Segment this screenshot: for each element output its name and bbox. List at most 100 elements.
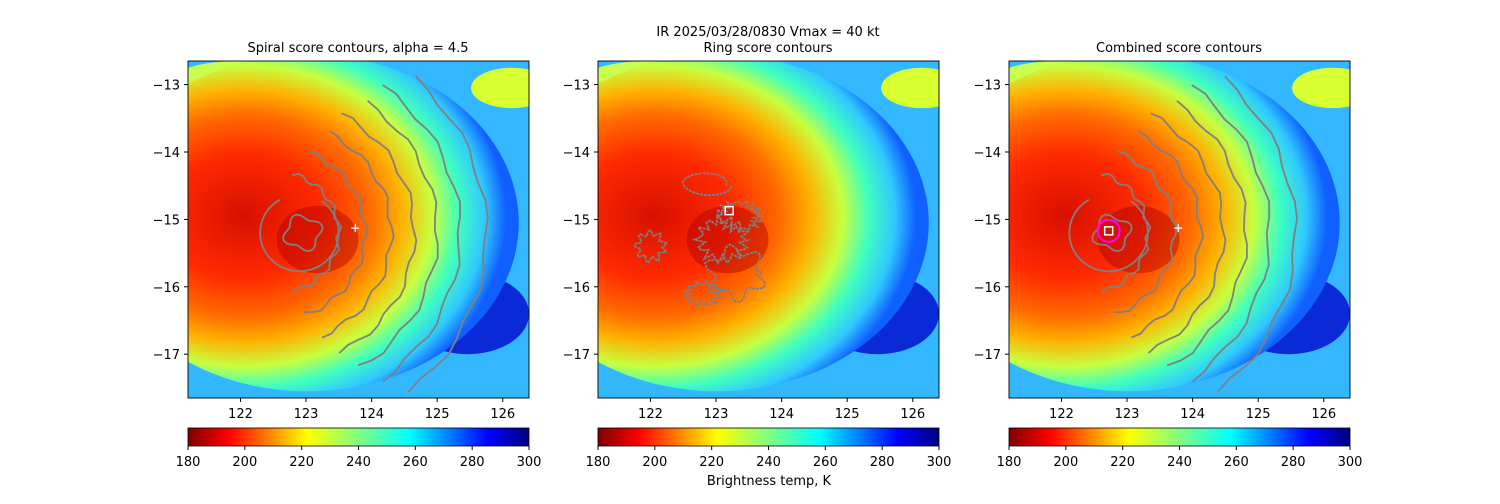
colorbar-tick-label: 200	[642, 455, 667, 470]
y-tick-label: −14	[563, 146, 590, 161]
center-square-marker	[1103, 226, 1114, 236]
contour-line	[691, 212, 753, 266]
contour-line	[321, 130, 395, 339]
colorbar-label: Brightness temp, K	[707, 474, 832, 489]
contour-line	[1068, 198, 1149, 273]
y-tick-label: −15	[974, 213, 1001, 228]
colorbar-tick-label: 260	[403, 455, 428, 470]
y-tick-label: −13	[153, 79, 180, 94]
warm-patch	[1292, 67, 1350, 109]
panel-2: 122 123 124 125 126 −13 −14 −15 −16 −17 180 200 220 2…	[563, 60, 952, 470]
colorbar-tick-label: 280	[870, 455, 895, 470]
panel-1-title: Spiral score contours, alpha = 4.5	[247, 41, 468, 56]
panel-1-plot-area	[188, 61, 529, 398]
y-tick-label: −14	[974, 146, 1001, 161]
contour-line	[1091, 213, 1133, 253]
x-tick-label: 122	[638, 407, 663, 422]
x-tick-label: 126	[900, 407, 925, 422]
colorbar-tick-label: 180	[586, 455, 611, 470]
y-tick-label: −15	[153, 213, 180, 228]
x-tick-label: 125	[425, 407, 450, 422]
x-tick-label: 126	[490, 407, 515, 422]
storm-core	[276, 205, 359, 274]
x-tick-label: 124	[1180, 407, 1205, 422]
storm-cloud-shield	[188, 61, 519, 392]
y-tick-label: −16	[563, 281, 590, 296]
colorbar-tick-label: 300	[927, 455, 952, 470]
contour-line	[282, 213, 324, 253]
y-tick-label: −16	[974, 281, 1001, 296]
contour-line	[304, 150, 368, 314]
x-tick-label: 122	[1049, 407, 1074, 422]
storm-core	[686, 205, 769, 274]
warm-patch	[881, 67, 939, 109]
x-tick-label: 124	[769, 407, 794, 422]
contour-line	[382, 84, 461, 383]
colorbar-tick-label: 200	[232, 455, 257, 470]
panel-3-title: Combined score contours	[1096, 41, 1262, 56]
contour-line	[357, 100, 439, 367]
contour-line	[1191, 84, 1271, 383]
panel-2-plot-area	[598, 61, 939, 398]
contour-line	[1130, 130, 1204, 339]
y-tick-label: −13	[974, 79, 1001, 94]
contour-line	[715, 199, 763, 235]
colorbar-tick-label: 240	[1167, 455, 1192, 470]
panel-2-frame	[597, 60, 940, 399]
x-tick-label: 125	[1246, 407, 1271, 422]
contour-line	[1113, 150, 1178, 314]
panel-3-plot-area	[1009, 61, 1350, 398]
y-tick-label: −13	[563, 79, 590, 94]
contour-line	[1147, 112, 1227, 354]
y-tick-label: −14	[153, 146, 180, 161]
y-tick-label: −17	[974, 348, 1001, 363]
x-tick-label: 123	[294, 407, 319, 422]
x-tick-label: 126	[1311, 407, 1336, 422]
x-tick-label: 122	[228, 407, 253, 422]
panel-1-frame	[187, 60, 530, 399]
contour-line	[338, 112, 418, 354]
y-tick-label: −15	[563, 213, 590, 228]
contour-line	[633, 228, 669, 265]
contour-line	[259, 198, 340, 273]
suptitle-line-2: Ring score contours	[703, 41, 832, 56]
suptitle-line-1: IR 2025/03/28/0830 Vmax = 40 kt	[656, 25, 879, 40]
y-tick-label: −16	[153, 281, 180, 296]
center-circle-marker	[1096, 218, 1121, 243]
storm-core	[1097, 205, 1180, 274]
colorbar-tick-label: 200	[1053, 455, 1078, 470]
colorbar-tick-label: 180	[997, 455, 1022, 470]
contour-line	[681, 279, 726, 307]
center-plus-marker	[351, 224, 360, 233]
colorbar-tick-label: 180	[176, 455, 201, 470]
colorbar-tick-label: 220	[1110, 455, 1135, 470]
colorbar-1	[187, 427, 530, 447]
center-plus-marker	[1174, 224, 1183, 233]
x-tick-label: 124	[359, 407, 384, 422]
x-tick-label: 125	[835, 407, 860, 422]
colorbar-tick-label: 280	[1281, 455, 1306, 470]
contour-line	[1216, 75, 1299, 393]
x-tick-label: 123	[1115, 407, 1140, 422]
colorbar-tick-label: 260	[813, 455, 838, 470]
colorbar-tick-label: 300	[1338, 455, 1363, 470]
panel-1: 122 123 124 125 126 −13 −14 −15 −16 −17 180 200 220 2…	[153, 60, 541, 470]
colorbar-tick-label: 240	[756, 455, 781, 470]
contour-line	[407, 75, 489, 393]
center-square-marker	[724, 205, 734, 216]
y-tick-label: −17	[153, 348, 180, 363]
contour-line	[682, 172, 733, 197]
colorbar-tick-label: 240	[346, 455, 371, 470]
contour-line	[703, 243, 767, 303]
x-tick-label: 123	[704, 407, 729, 422]
storm-cloud-shield	[1009, 61, 1340, 392]
panel-3: 122 123 124 125 126 −13 −14 −15 −16 −17 180 200 220 2…	[974, 60, 1363, 470]
colorbar-tick-label: 280	[460, 455, 485, 470]
y-tick-label: −17	[563, 348, 590, 363]
warm-patch	[471, 67, 529, 109]
colorbar-3	[1008, 427, 1351, 447]
storm-cloud-shield	[598, 61, 929, 392]
colorbar-tick-label: 260	[1224, 455, 1249, 470]
colorbar-tick-label: 220	[699, 455, 724, 470]
